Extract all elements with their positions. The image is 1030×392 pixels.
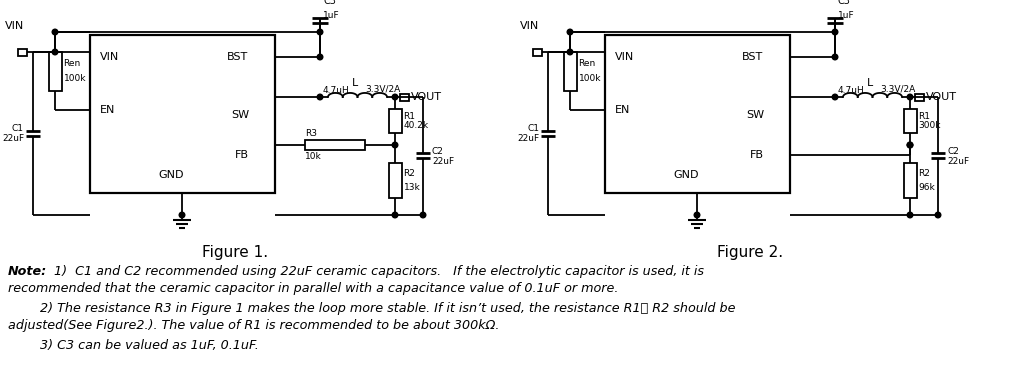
Text: 100k: 100k: [64, 74, 85, 83]
Text: EN: EN: [100, 105, 115, 115]
Text: 1uF: 1uF: [323, 11, 340, 20]
Bar: [90, 35, 275, 193]
Bar: [903, 109, 917, 133]
Text: 13k: 13k: [404, 183, 420, 192]
Text: 4.7uH: 4.7uH: [323, 85, 350, 94]
Circle shape: [317, 29, 322, 35]
Bar: [305, 140, 365, 150]
Bar: [388, 163, 402, 198]
Text: recommended that the ceramic capacitor in parallel with a capacitance value of 0: recommended that the ceramic capacitor i…: [8, 282, 618, 295]
Text: Note:: Note:: [8, 265, 47, 278]
Text: R3: R3: [305, 129, 317, 138]
Circle shape: [568, 49, 573, 55]
Text: FB: FB: [235, 150, 249, 160]
Bar: [563, 51, 577, 91]
Text: VIN: VIN: [520, 21, 540, 31]
Bar: [533, 49, 542, 56]
Circle shape: [420, 212, 425, 218]
Text: 22uF: 22uF: [2, 134, 24, 143]
Text: R1: R1: [919, 112, 930, 121]
Text: SW: SW: [746, 110, 764, 120]
Circle shape: [935, 212, 940, 218]
Text: BST: BST: [227, 52, 248, 62]
Text: C3: C3: [323, 0, 336, 6]
Text: 3.3V/2A: 3.3V/2A: [365, 85, 401, 94]
Text: 22uF: 22uF: [432, 156, 454, 165]
Text: Ren: Ren: [64, 59, 80, 68]
Text: 1)  C1 and C2 recommended using 22uF ceramic capacitors.   If the electrolytic c: 1) C1 and C2 recommended using 22uF cera…: [54, 265, 703, 278]
Text: C2: C2: [947, 147, 959, 156]
Text: 4.7uH: 4.7uH: [838, 85, 865, 94]
Text: 3.3V/2A: 3.3V/2A: [880, 85, 916, 94]
Text: R1: R1: [404, 112, 415, 121]
Text: 10k: 10k: [305, 152, 321, 161]
Text: C3: C3: [838, 0, 851, 6]
Text: C1: C1: [527, 124, 539, 133]
Text: 96k: 96k: [919, 183, 935, 192]
Text: VOUT: VOUT: [411, 92, 442, 102]
Text: 40.2k: 40.2k: [404, 121, 428, 130]
Text: 22uF: 22uF: [517, 134, 539, 143]
Text: 300k: 300k: [919, 121, 941, 130]
Circle shape: [53, 29, 58, 35]
Circle shape: [392, 212, 398, 218]
Circle shape: [832, 29, 837, 35]
Text: R2: R2: [404, 169, 415, 178]
Circle shape: [907, 142, 913, 148]
Text: L: L: [867, 78, 873, 88]
Circle shape: [179, 212, 184, 218]
Bar: [388, 109, 402, 133]
Circle shape: [907, 94, 913, 100]
Text: 100k: 100k: [579, 74, 600, 83]
Text: BST: BST: [742, 52, 763, 62]
Circle shape: [568, 29, 573, 35]
Text: 1uF: 1uF: [838, 11, 855, 20]
Bar: [400, 94, 409, 100]
Text: GND: GND: [673, 170, 698, 180]
Circle shape: [317, 94, 322, 100]
Text: C1: C1: [12, 124, 24, 133]
Circle shape: [392, 142, 398, 148]
Text: VIN: VIN: [5, 21, 25, 31]
Bar: [903, 163, 917, 198]
Bar: [48, 51, 62, 91]
Text: L: L: [352, 78, 358, 88]
Text: 2) The resistance R3 in Figure 1 makes the loop more stable. If it isn’t used, t: 2) The resistance R3 in Figure 1 makes t…: [8, 302, 735, 315]
Text: Ren: Ren: [579, 59, 595, 68]
Text: SW: SW: [231, 110, 249, 120]
Text: GND: GND: [158, 170, 183, 180]
Text: VIN: VIN: [615, 52, 634, 62]
Text: Figure 1.: Figure 1.: [202, 245, 268, 260]
Circle shape: [53, 49, 58, 55]
Circle shape: [907, 212, 913, 218]
Circle shape: [832, 94, 837, 100]
Circle shape: [392, 94, 398, 100]
Text: 22uF: 22uF: [947, 156, 969, 165]
Text: VOUT: VOUT: [926, 92, 957, 102]
Text: EN: EN: [615, 105, 630, 115]
Bar: [915, 94, 924, 100]
Circle shape: [694, 212, 699, 218]
Circle shape: [317, 54, 322, 60]
Circle shape: [907, 142, 913, 148]
Text: 3) C3 can be valued as 1uF, 0.1uF.: 3) C3 can be valued as 1uF, 0.1uF.: [8, 339, 259, 352]
Text: R2: R2: [919, 169, 930, 178]
Text: Figure 2.: Figure 2.: [717, 245, 783, 260]
Text: adjusted(See Figure2.). The value of R1 is recommended to be about 300kΩ.: adjusted(See Figure2.). The value of R1 …: [8, 319, 500, 332]
Text: FB: FB: [750, 150, 764, 160]
Bar: [605, 35, 790, 193]
Text: VIN: VIN: [100, 52, 119, 62]
Circle shape: [832, 54, 837, 60]
Bar: [18, 49, 27, 56]
Text: C2: C2: [432, 147, 444, 156]
